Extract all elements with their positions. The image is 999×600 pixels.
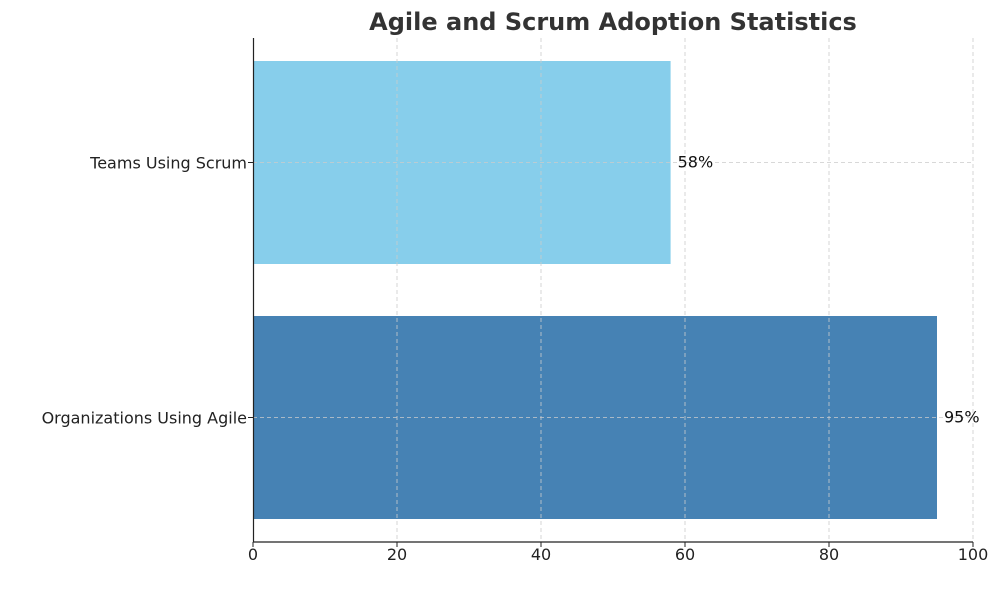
y-tick-label: Organizations Using Agile: [42, 409, 247, 428]
x-tick-label: 80: [819, 545, 839, 564]
x-tick-label: 60: [675, 545, 695, 564]
x-tick-label: 0: [248, 545, 258, 564]
grid-layer: [253, 38, 974, 542]
bar-layer: [253, 61, 937, 519]
x-tick-label: 20: [387, 545, 407, 564]
x-tick-label: 40: [531, 545, 551, 564]
value-label: 95%: [944, 408, 980, 427]
chart-title: Agile and Scrum Adoption Statistics: [369, 8, 857, 36]
axis-layer: [248, 38, 974, 547]
y-tick-label: Teams Using Scrum: [89, 154, 247, 173]
bar: [253, 61, 671, 264]
value-label: 58%: [678, 153, 714, 172]
label-layer: Organizations Using Agile Teams Using Scr…: [42, 153, 989, 565]
x-tick-label: 100: [958, 545, 989, 564]
